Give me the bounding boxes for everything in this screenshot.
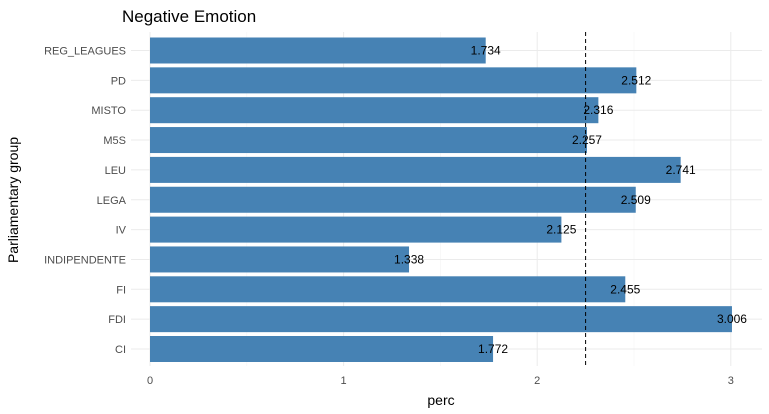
y-tick-label: LEGA [97,195,127,207]
x-tick-label: 3 [728,375,734,387]
y-tick-label: IV [116,225,127,237]
x-axis-title: perc [427,392,454,408]
y-tick-label: REG_LEAGUES [44,46,126,58]
bar [150,186,636,213]
bar [150,156,681,183]
x-tick-label: 2 [534,375,540,387]
bar [150,246,410,273]
bar [150,336,494,362]
chart-title: Negative Emotion [122,7,256,26]
x-tick-label: 1 [341,375,347,387]
data-label: 2.512 [621,73,651,87]
bar [150,216,562,243]
y-axis-title: Parliamentary group [5,137,21,263]
y-tick-label: M5S [103,135,126,147]
data-label: 2.741 [666,163,696,177]
bars [150,37,732,362]
y-tick-label: FDI [108,314,126,326]
data-label: 2.257 [572,133,602,147]
x-tick-label: 0 [147,375,153,387]
y-tick-label: PD [111,75,126,87]
data-label: 3.006 [717,312,747,326]
y-axis-ticks: REG_LEAGUES PD MISTO M5S LEU LEGA IV INDIPENDEN… [44,46,127,357]
data-label: 1.772 [478,342,508,356]
y-tick-label: LEU [105,165,126,177]
y-tick-label: CI [115,344,126,356]
data-labels: 1.734 2.512 2.316 2.257 2.741 2.509 2.125 1.338… [394,44,747,357]
data-label: 1.338 [394,252,424,266]
x-axis-ticks: 0 1 2 3 [147,375,734,387]
bar [150,67,637,94]
y-tick-label: MISTO [91,105,126,117]
bar [150,276,626,303]
y-tick-label: INDIPENDENTE [44,254,126,266]
data-label: 2.455 [610,282,640,296]
bar [150,306,732,333]
bar [150,97,599,124]
bar [150,127,587,154]
data-label: 2.509 [621,193,651,207]
bar [150,37,486,64]
y-tick-label: FI [116,284,126,296]
data-label: 1.734 [471,44,501,58]
data-label: 2.125 [546,223,576,237]
data-label: 2.316 [583,103,613,117]
